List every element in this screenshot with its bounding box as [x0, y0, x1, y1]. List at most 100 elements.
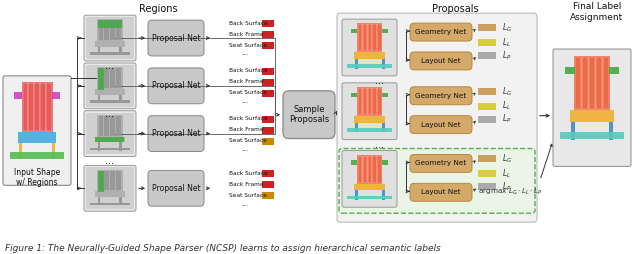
- Text: $L_G$: $L_G$: [502, 21, 512, 34]
- Text: Geometry Net: Geometry Net: [415, 93, 467, 99]
- Bar: [119, 94, 122, 103]
- Bar: [262, 79, 274, 86]
- Bar: [86, 167, 134, 209]
- Bar: [565, 67, 575, 74]
- Bar: [86, 17, 134, 59]
- Bar: [52, 143, 55, 160]
- FancyBboxPatch shape: [84, 111, 136, 156]
- Text: Input Shape
w/ Regions: Input Shape w/ Regions: [14, 168, 60, 187]
- Bar: [570, 109, 614, 122]
- Bar: [367, 156, 372, 183]
- Bar: [262, 170, 274, 177]
- Bar: [381, 190, 385, 200]
- Bar: [18, 132, 56, 143]
- Text: Final Label
Assignment: Final Label Assignment: [570, 3, 623, 22]
- Bar: [574, 56, 610, 109]
- Text: Proposal Net: Proposal Net: [152, 184, 200, 193]
- Bar: [381, 29, 388, 33]
- Bar: [262, 192, 274, 199]
- FancyBboxPatch shape: [148, 68, 204, 104]
- Bar: [104, 116, 109, 136]
- Bar: [22, 83, 28, 131]
- FancyBboxPatch shape: [148, 20, 204, 56]
- Text: Figure 1: The Neurally-Guided Shape Parser (NCSP) learns to assign hierarchical : Figure 1: The Neurally-Guided Shape Pars…: [5, 244, 441, 252]
- Bar: [347, 64, 392, 68]
- Text: Back Frame: Back Frame: [229, 79, 264, 84]
- Bar: [262, 31, 274, 38]
- Bar: [14, 92, 22, 100]
- Bar: [99, 20, 104, 40]
- Text: Layout Net: Layout Net: [421, 122, 461, 128]
- Text: $L_G$: $L_G$: [502, 153, 512, 165]
- Bar: [90, 202, 130, 205]
- FancyBboxPatch shape: [342, 151, 397, 207]
- Bar: [478, 116, 496, 123]
- Bar: [262, 127, 274, 134]
- Bar: [104, 170, 109, 190]
- Text: ...: ...: [241, 49, 248, 57]
- Text: $L_P$: $L_P$: [502, 181, 511, 193]
- Bar: [372, 88, 377, 115]
- Bar: [478, 39, 496, 46]
- Bar: [110, 20, 115, 40]
- Bar: [347, 196, 392, 199]
- Text: Regions: Regions: [139, 4, 177, 14]
- Bar: [347, 128, 392, 132]
- Bar: [95, 191, 125, 197]
- Bar: [35, 83, 40, 131]
- Text: Proposal Net: Proposal Net: [152, 129, 200, 138]
- Text: $L_P$: $L_P$: [502, 113, 511, 125]
- Bar: [262, 42, 274, 49]
- Bar: [367, 88, 372, 115]
- Bar: [104, 20, 109, 40]
- Bar: [478, 52, 496, 59]
- Bar: [571, 122, 575, 140]
- FancyBboxPatch shape: [342, 19, 397, 76]
- Bar: [356, 23, 382, 52]
- Bar: [116, 68, 121, 88]
- FancyBboxPatch shape: [410, 154, 472, 172]
- Bar: [575, 57, 581, 108]
- FancyBboxPatch shape: [410, 116, 472, 134]
- FancyBboxPatch shape: [410, 87, 472, 105]
- FancyBboxPatch shape: [410, 52, 472, 70]
- Bar: [358, 156, 362, 183]
- FancyBboxPatch shape: [84, 63, 136, 109]
- Bar: [478, 170, 496, 177]
- Bar: [110, 170, 115, 190]
- Bar: [97, 94, 100, 103]
- Bar: [97, 169, 123, 191]
- FancyBboxPatch shape: [148, 170, 204, 206]
- Bar: [381, 161, 388, 165]
- Text: ...: ...: [106, 61, 115, 71]
- Bar: [95, 41, 125, 47]
- Text: Back Surface: Back Surface: [229, 21, 268, 26]
- Bar: [351, 161, 357, 165]
- Bar: [262, 116, 274, 123]
- Bar: [355, 123, 358, 132]
- Bar: [95, 89, 125, 94]
- Bar: [90, 100, 130, 103]
- Bar: [596, 57, 602, 108]
- Bar: [378, 156, 381, 183]
- FancyBboxPatch shape: [410, 183, 472, 201]
- Text: Seat Surface: Seat Surface: [229, 193, 267, 198]
- Bar: [381, 93, 388, 97]
- Text: Seat Surface: Seat Surface: [229, 42, 267, 47]
- Text: ...: ...: [376, 139, 385, 150]
- Bar: [609, 67, 619, 74]
- Text: Back Surface: Back Surface: [229, 68, 268, 73]
- Text: Geometry Net: Geometry Net: [415, 161, 467, 166]
- Text: $L_L$: $L_L$: [502, 100, 511, 113]
- Text: argmax $L_G \cdot L_L \cdot L_P$: argmax $L_G \cdot L_L \cdot L_P$: [477, 187, 542, 197]
- Bar: [262, 20, 274, 27]
- Bar: [46, 83, 51, 131]
- Text: $L_G$: $L_G$: [502, 85, 512, 98]
- Bar: [116, 20, 121, 40]
- Bar: [351, 29, 357, 33]
- Bar: [10, 152, 64, 158]
- Bar: [97, 19, 123, 41]
- Text: ...: ...: [241, 96, 248, 105]
- Bar: [97, 47, 100, 55]
- Bar: [97, 20, 122, 28]
